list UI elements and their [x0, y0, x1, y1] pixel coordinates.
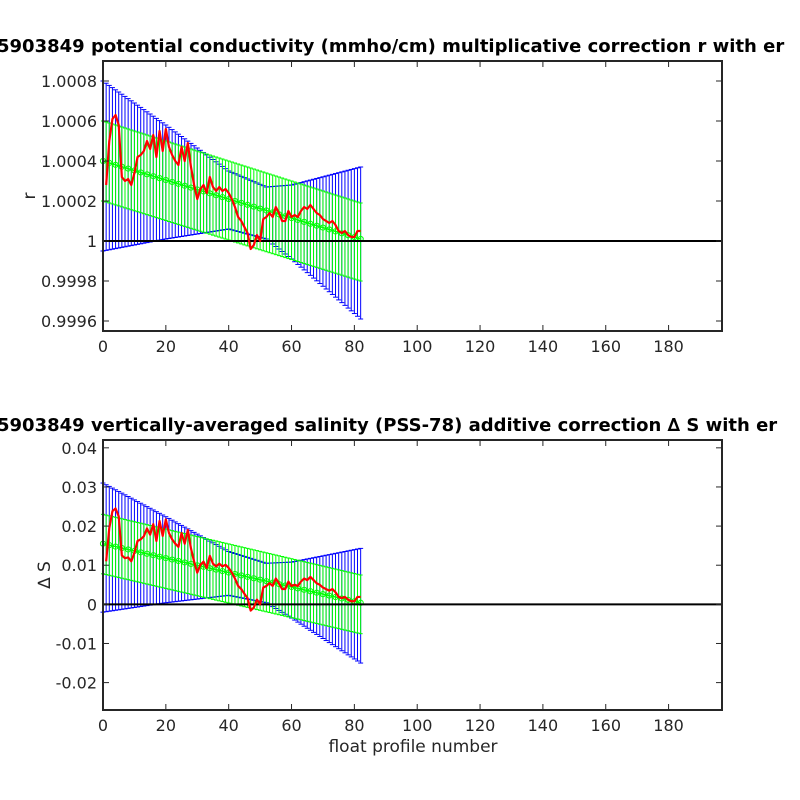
raw-correction-line [105, 507, 361, 612]
fit-point [219, 194, 226, 201]
fit-point [156, 175, 163, 182]
fit-point [319, 224, 327, 231]
fit-point [162, 176, 169, 184]
fit-point [338, 230, 345, 237]
fit-point [338, 595, 345, 602]
subplot-conductivity-correction: 5903849 potential conductivity (mmho/cm)… [0, 36, 784, 356]
y-tick-label: 0.03 [61, 478, 97, 497]
fit-point [263, 578, 270, 585]
plot-area-top: 0 20 40 60 80 100 120 140 160 180 0.9996 0.9998 1 1.0… [41, 60, 723, 356]
fit-point [125, 546, 132, 553]
y-tick-label: 0.04 [61, 439, 97, 458]
x-tick-label: 60 [281, 337, 301, 356]
fit-point [238, 199, 245, 206]
fit-point [357, 599, 364, 606]
y-axis-label-bottom: ∆ S [35, 561, 55, 590]
y-tick-label: 1.0008 [41, 72, 97, 91]
y-tick-label: -0.02 [56, 674, 97, 693]
x-tick-label: 120 [465, 337, 496, 356]
fit-point [112, 161, 119, 168]
fit-point [137, 169, 144, 176]
y-tick-label: 0.01 [61, 556, 97, 575]
axes-frame [102, 60, 723, 332]
x-axis-label-bottom: float profile number [328, 737, 497, 757]
chart-title-top: 5903849 potential conductivity (mmho/cm)… [0, 36, 784, 57]
fit-point [213, 192, 220, 199]
fit-point [307, 588, 314, 595]
y-tick-label: 1 [87, 232, 97, 251]
x-tick-label: 140 [528, 337, 559, 356]
fit-point [238, 572, 245, 579]
x-tick-label: 20 [156, 716, 176, 735]
x-tick-label: 180 [653, 716, 684, 735]
fit-point [300, 218, 308, 225]
x-tick-label: 80 [344, 716, 364, 735]
fit-point [250, 203, 257, 210]
fit-point [150, 552, 157, 559]
raw-correction-line [105, 113, 361, 251]
fit-point [181, 559, 188, 566]
y-tick-label: 1.0004 [41, 152, 97, 171]
fit-point [307, 220, 314, 227]
fit-point [244, 201, 251, 208]
fit-point [137, 549, 144, 556]
x-tick-label: 160 [590, 716, 621, 735]
fit-point [150, 173, 157, 180]
x-tick-label: 0 [98, 716, 108, 735]
y-tick-label: 1.0006 [41, 112, 97, 131]
fit-point [326, 592, 333, 599]
y-tick-label: 0.9998 [41, 272, 97, 291]
x-tick-label: 40 [219, 337, 239, 356]
x-tick-label: 100 [402, 716, 433, 735]
fit-point [313, 222, 320, 229]
x-tick-label: 40 [219, 716, 239, 735]
axes-frame [102, 439, 723, 711]
y-tick-label: 0.9996 [41, 312, 97, 331]
fit-point [169, 556, 176, 563]
fit-point [263, 207, 270, 214]
y-tick-label: 0.02 [61, 517, 97, 536]
fit-point [300, 586, 308, 593]
x-tick-label: 0 [98, 337, 108, 356]
subplot-salinity-correction: 5903849 vertically-averaged salinity (PS… [0, 415, 777, 757]
x-tick-label: 80 [344, 337, 364, 356]
y-tick-label: -0.01 [56, 634, 97, 653]
fit-point [156, 553, 163, 560]
x-tick-label: 120 [465, 716, 496, 735]
y-tick-label: 1.0002 [41, 192, 97, 211]
y-axis-label-top: r [20, 193, 40, 200]
x-tick-label: 60 [281, 716, 301, 735]
fit-point [219, 567, 226, 575]
fit-point [344, 232, 352, 239]
fit-point [313, 589, 320, 596]
fit-point [257, 576, 264, 583]
x-tick-label: 140 [528, 716, 559, 735]
x-tick-label: 20 [156, 337, 176, 356]
x-tick-label: 180 [653, 337, 684, 356]
fit-point [143, 550, 151, 557]
fit-point [181, 182, 188, 189]
fit-point [257, 205, 264, 212]
fit-point [162, 555, 169, 562]
fit-point [169, 178, 176, 186]
x-tick-label: 160 [590, 337, 621, 356]
fit-point [187, 184, 195, 191]
fit-point [319, 591, 327, 598]
fit-point [112, 543, 119, 550]
fit-point [125, 165, 132, 172]
chart-title-bottom: 5903849 vertically-averaged salinity (PS… [0, 415, 777, 436]
y-tick-label: 0 [87, 595, 97, 614]
fit-point [143, 171, 151, 178]
plot-area-bottom: 0 20 40 60 80 100 120 140 160 180 -0.02 -0.01 0 0.01 0… [56, 439, 723, 735]
x-tick-label: 100 [402, 337, 433, 356]
fit-point [326, 226, 333, 233]
fit-point [187, 560, 195, 567]
fit-point [244, 573, 251, 580]
fit-point [250, 575, 257, 582]
fit-point [175, 557, 182, 565]
fit-point [175, 180, 182, 187]
